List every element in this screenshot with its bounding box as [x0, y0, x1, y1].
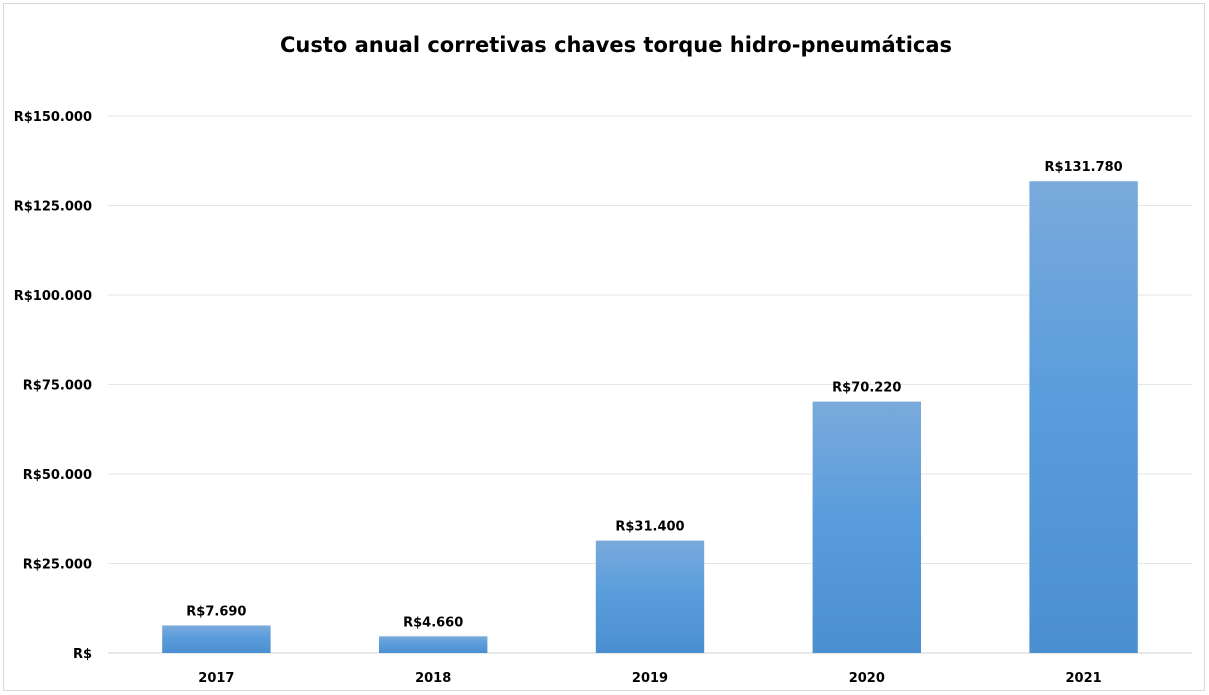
y-tick-label: R$: [73, 647, 92, 662]
bar-2020: [812, 401, 921, 653]
data-label-2017: R$7.690: [186, 604, 246, 619]
bar-2017: [162, 625, 271, 653]
y-tick-label: R$100.000: [14, 289, 92, 304]
bar-2018: [379, 636, 488, 653]
x-tick-label: 2017: [198, 671, 234, 686]
data-label-2021: R$131.780: [1044, 160, 1122, 175]
y-tick-label: R$75.000: [23, 379, 92, 394]
x-axis-ticks: 2017 2018 2019 2020 2021: [198, 671, 1101, 686]
y-tick-label: R$150.000: [14, 110, 92, 125]
data-label-2018: R$4.660: [403, 615, 463, 630]
y-tick-label: R$125.000: [14, 200, 92, 215]
data-label-2020: R$70.220: [832, 381, 901, 396]
y-axis-ticks: R$ R$25.000 R$50.000 R$75.000 R$100.000 R$125…: [14, 110, 92, 662]
x-tick-label: 2020: [849, 671, 885, 686]
data-label-2019: R$31.400: [615, 520, 684, 535]
y-tick-label: R$25.000: [23, 558, 92, 573]
chart-title: Custo anual corretivas chaves torque hid…: [280, 33, 952, 57]
bar-2019: [595, 540, 705, 653]
x-tick-label: 2019: [632, 671, 668, 686]
x-tick-label: 2018: [415, 671, 451, 686]
y-tick-label: R$50.000: [23, 468, 92, 483]
gridlines: [108, 115, 1192, 654]
bars: [162, 181, 1138, 653]
data-labels: R$7.690 R$4.660 R$31.400 R$70.220 R$131.780: [186, 160, 1122, 630]
bar-2021: [1029, 181, 1138, 653]
x-tick-label: 2021: [1066, 671, 1102, 686]
